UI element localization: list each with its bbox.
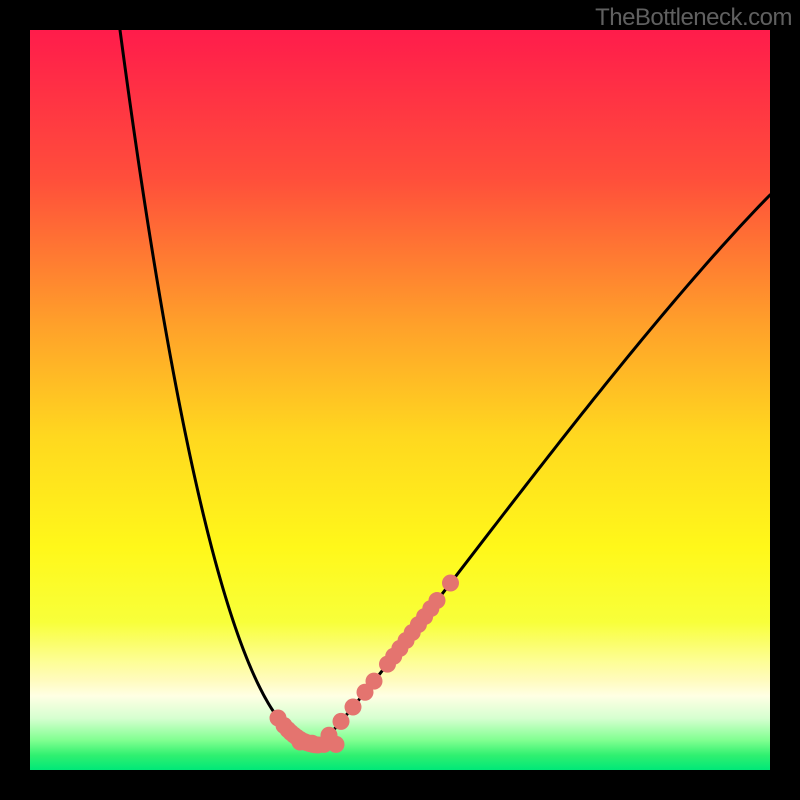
plot-area — [30, 30, 770, 770]
watermark-text: TheBottleneck.com — [595, 4, 792, 32]
data-dot — [333, 713, 350, 730]
chart-frame: TheBottleneck.com — [0, 0, 800, 800]
data-dot — [345, 698, 362, 715]
data-dot — [429, 592, 446, 609]
data-dot — [366, 673, 383, 690]
bottleneck-curve-chart — [30, 30, 770, 770]
data-dot — [442, 575, 459, 592]
data-dot — [321, 727, 338, 744]
